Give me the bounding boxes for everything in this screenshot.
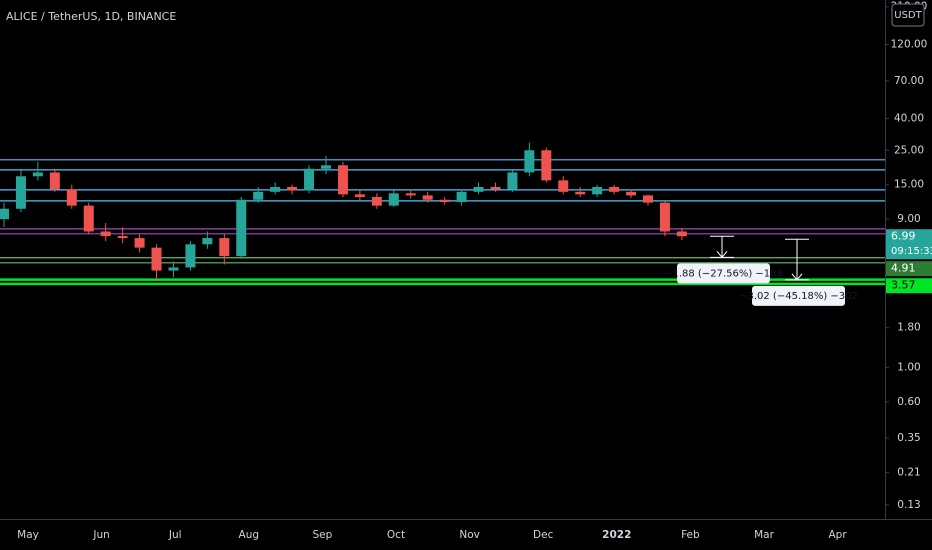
- y-tick-label: 0.13: [897, 499, 920, 511]
- measure-label: −3.02 (−45.18%) −302: [739, 291, 858, 302]
- price-axis: 210.00120.0070.0040.0025.0015.009.001.80…: [885, 1, 927, 511]
- countdown: 09:15:33: [891, 246, 932, 257]
- y-tick-label: 40.00: [894, 113, 924, 125]
- x-tick-label: Sep: [313, 529, 333, 541]
- candle-body: [524, 150, 535, 173]
- candle-body: [575, 191, 586, 195]
- y-tick-label: 15.00: [894, 179, 924, 191]
- candle-body: [473, 186, 484, 192]
- candle-body: [337, 165, 348, 195]
- candle-body: [609, 186, 620, 192]
- price-label: 3.57: [891, 279, 916, 292]
- x-tick-label: Jun: [92, 529, 109, 541]
- x-tick-label: Jul: [168, 529, 182, 541]
- x-tick-label: 2022: [602, 529, 631, 541]
- candle-body: [202, 238, 213, 245]
- y-tick-label: 120.00: [891, 38, 928, 50]
- y-tick-label: 70.00: [894, 75, 924, 87]
- x-tick-label: Apr: [829, 529, 848, 541]
- price-label-box: [886, 278, 932, 294]
- candle-body: [287, 186, 298, 191]
- x-tick-label: Oct: [387, 529, 405, 541]
- currency-box: [891, 3, 925, 27]
- candle-body: [253, 191, 264, 200]
- candle-body: [626, 191, 637, 196]
- y-tick-label: 25.00: [894, 144, 924, 156]
- candle-body: [439, 199, 450, 203]
- y-tick-label: 0.35: [897, 432, 920, 444]
- candle-body: [304, 168, 315, 191]
- candle-body: [558, 180, 569, 192]
- price-label-box: [886, 261, 932, 277]
- candle-body: [405, 193, 416, 196]
- y-tick-label: 9.00: [897, 213, 920, 225]
- candle-body: [490, 186, 501, 190]
- candle-body: [456, 191, 467, 203]
- plot-area: −1.88 (−27.56%) −188 −3.02 (−45.18%) −302: [0, 142, 885, 306]
- candle-body: [83, 205, 94, 232]
- candle-body: [117, 236, 128, 239]
- candle-body: [321, 165, 331, 169]
- price-label-box: [886, 229, 932, 260]
- x-tick-label: Feb: [681, 529, 700, 541]
- measure-box: [752, 285, 845, 306]
- candle-body: [507, 172, 518, 190]
- x-tick-label: Mar: [754, 529, 774, 541]
- candle-body: [371, 197, 382, 206]
- candle-body: [643, 195, 653, 203]
- candle-body: [236, 199, 247, 257]
- candle-body: [151, 247, 162, 271]
- currency: USDT: [894, 10, 922, 21]
- candle-body: [388, 193, 399, 206]
- measure-box: [677, 263, 770, 284]
- price-label: 6.99: [891, 230, 916, 243]
- candle-body: [185, 244, 196, 268]
- candle-body: [270, 186, 281, 192]
- candle-body: [659, 202, 670, 232]
- x-tick-label: Aug: [239, 529, 260, 541]
- x-tick-label: Nov: [459, 529, 480, 541]
- candle-body: [32, 172, 43, 177]
- y-tick-label: 1.80: [897, 322, 920, 334]
- candle-body: [134, 238, 145, 248]
- candle-body: [49, 172, 60, 190]
- y-tick-label: 0.21: [897, 467, 920, 479]
- candle-body: [219, 238, 230, 257]
- candle-body: [422, 195, 433, 200]
- x-tick-label: May: [17, 529, 39, 541]
- measure-label: −1.88 (−27.56%) −188: [664, 268, 783, 279]
- candle-body: [541, 150, 552, 181]
- price-label: 4.91: [891, 262, 916, 275]
- x-tick-label: Dec: [533, 529, 554, 541]
- candle-body: [100, 231, 111, 237]
- y-tick-label: 0.60: [897, 396, 920, 408]
- y-tick-label: 1.00: [897, 361, 920, 373]
- candle-body: [0, 208, 9, 220]
- candle-body: [592, 186, 603, 195]
- candle-body: [168, 267, 179, 271]
- candle-body: [66, 189, 77, 206]
- candle-body: [354, 194, 365, 198]
- candle-body: [15, 176, 26, 209]
- candle-body: [676, 231, 687, 237]
- chart-title: ALICE / TetherUS, 1D, BINANCE: [6, 10, 176, 23]
